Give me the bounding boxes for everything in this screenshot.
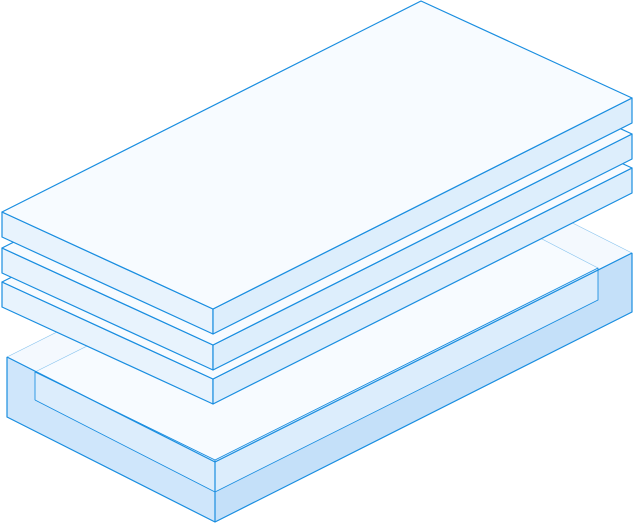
layer-slab-3 <box>1 0 633 335</box>
layer-3-top-face <box>1 0 633 310</box>
layer-stack <box>1 0 633 405</box>
tray-inner-base <box>34 268 599 493</box>
